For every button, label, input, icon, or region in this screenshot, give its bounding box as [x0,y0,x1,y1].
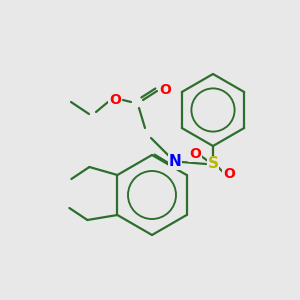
Text: O: O [223,167,235,181]
Text: O: O [159,83,171,97]
Text: O: O [189,147,201,161]
Text: S: S [208,157,218,172]
Text: O: O [109,93,121,107]
Text: N: N [169,154,182,169]
